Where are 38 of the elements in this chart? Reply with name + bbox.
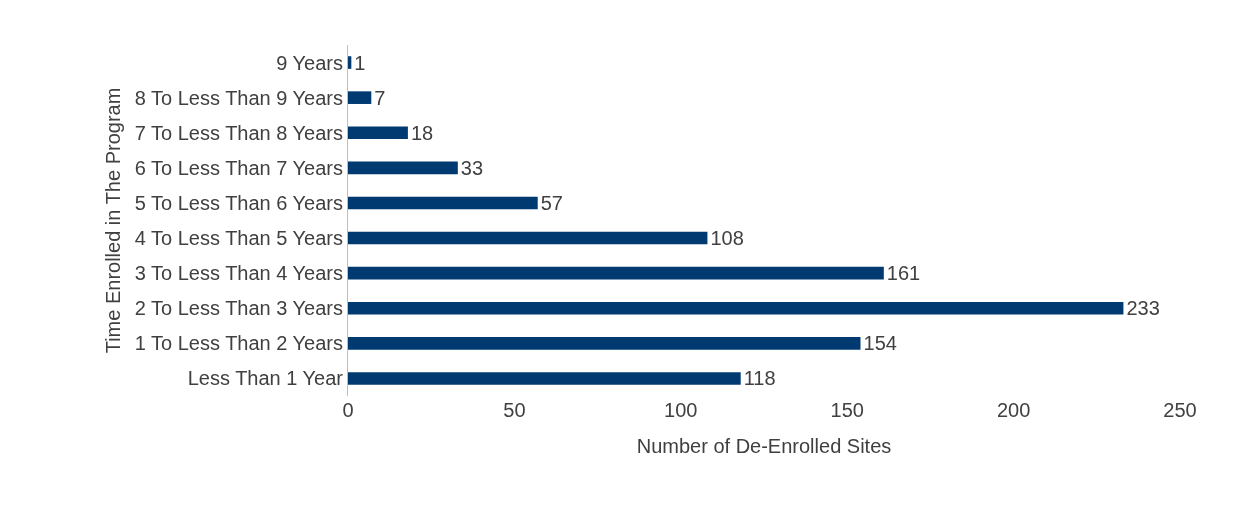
data-label: 7 [374, 86, 386, 109]
x-axis-title: Number of De-Enrolled Sites [636, 434, 892, 457]
x-tick-label: 200 [996, 399, 1031, 421]
bar [348, 266, 884, 280]
bar [348, 231, 708, 245]
y-tick-label: 2 To Less Than 3 Years [134, 297, 343, 320]
y-tick-label: 8 To Less Than 9 Years [134, 86, 343, 109]
y-tick-label: 7 To Less Than 8 Years [134, 121, 343, 144]
bar [348, 56, 352, 69]
bar [348, 337, 861, 350]
data-label: 108 [710, 227, 744, 250]
y-tick-label: 4 To Less Than 5 Years [134, 227, 343, 250]
bar [348, 372, 741, 385]
y-tick-label: 5 To Less Than 6 Years [134, 191, 343, 214]
data-label: 33 [460, 156, 484, 179]
bar [348, 301, 1124, 315]
bar [348, 161, 458, 175]
data-label: 18 [410, 121, 434, 144]
y-tick-label: 6 To Less Than 7 Years [134, 156, 343, 179]
data-label: 233 [1126, 297, 1160, 320]
data-label: 57 [540, 191, 563, 214]
y-tick-label: Less Than 1 Year [187, 367, 344, 390]
x-tick-label: 100 [664, 399, 698, 421]
bar [348, 196, 538, 210]
x-tick-label: 250 [1163, 399, 1197, 421]
data-label: 1 [354, 51, 366, 74]
x-tick-label: 50 [503, 399, 526, 421]
bar [348, 126, 408, 140]
data-label: 154 [863, 332, 897, 355]
x-tick-label: 150 [830, 399, 864, 421]
data-label: 161 [886, 262, 921, 285]
bar [348, 91, 372, 104]
y-tick-label: 3 To Less Than 4 Years [134, 262, 343, 285]
y-axis-title: Time Enrolled in The Program [102, 87, 125, 354]
y-tick-label: 1 To Less Than 2 Years [134, 332, 343, 355]
data-label: 118 [743, 367, 776, 390]
x-tick-label: 0 [342, 399, 354, 421]
y-tick-label: 9 Years [276, 51, 343, 74]
